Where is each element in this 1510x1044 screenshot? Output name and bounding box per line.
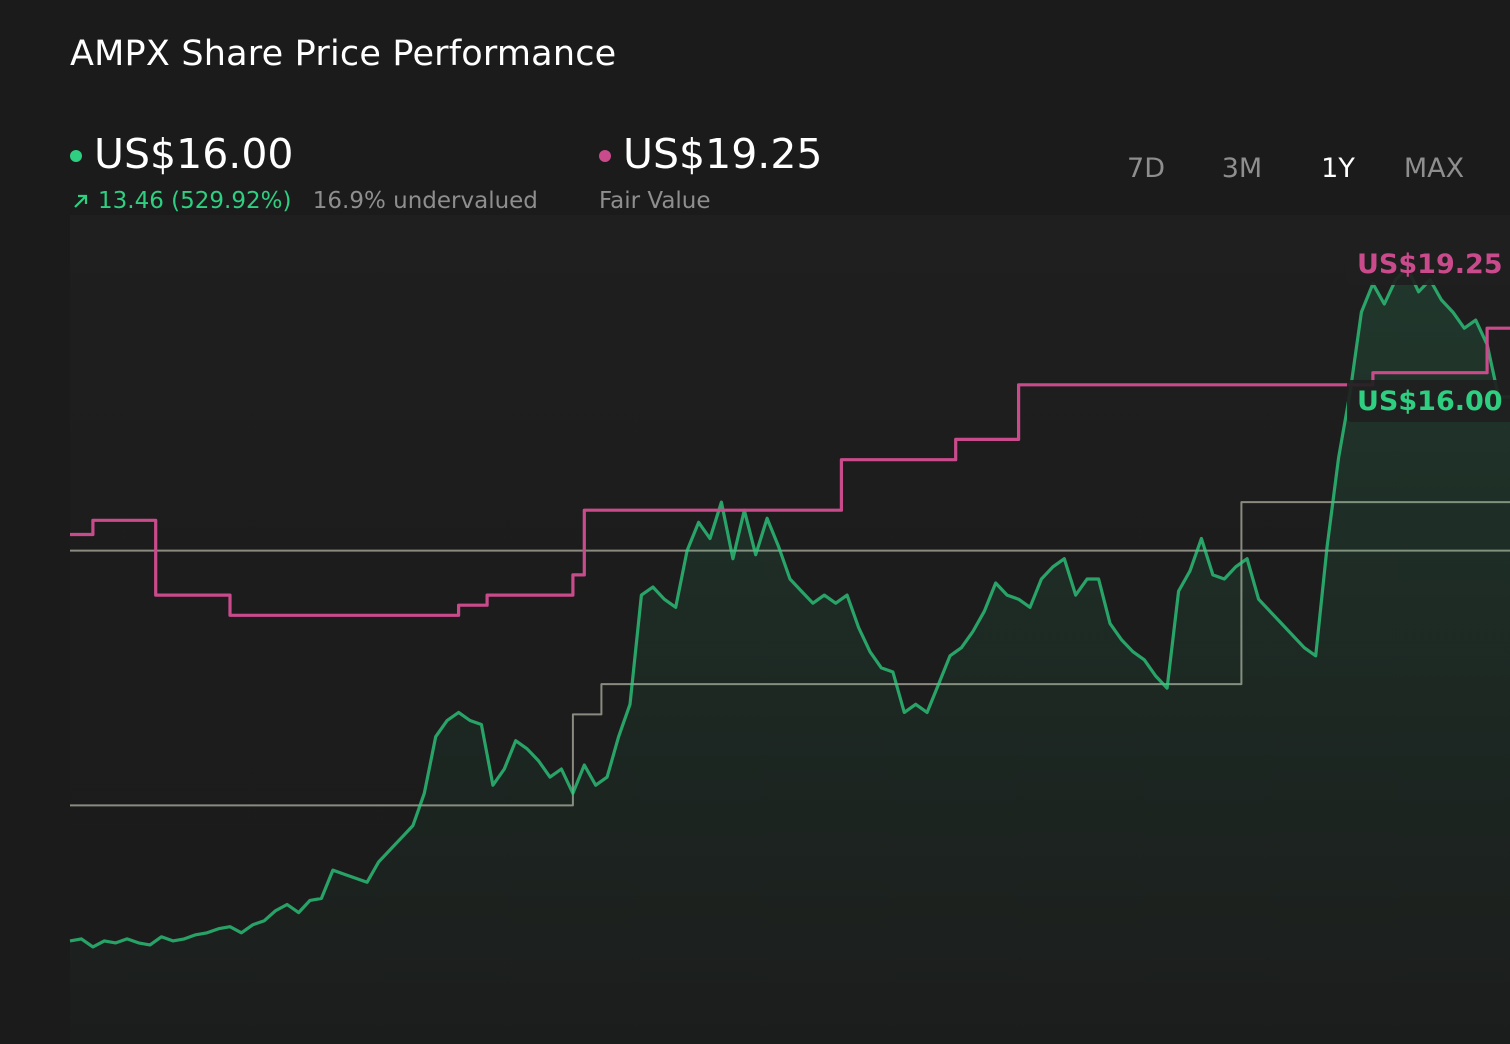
share-price-line — [69, 266, 1510, 949]
current-price: US$16.00 — [70, 130, 294, 178]
tag-label: US$16.00 — [1357, 386, 1503, 417]
valuation-status: 16.9% undervalued — [312, 188, 538, 214]
price-change-row: 13.46 (529.92%) 16.9% undervalued — [72, 188, 538, 214]
price-area-fill — [70, 267, 1510, 1044]
range-max-button[interactable]: MAX — [1403, 153, 1465, 184]
price-tag: US$16.00 — [1347, 380, 1510, 422]
page-title: AMPX Share Price Performance — [70, 34, 617, 74]
fair-value-tag: US$19.25 — [1347, 243, 1510, 285]
current-price-value: US$16.00 — [94, 130, 294, 178]
tag-label: US$19.25 — [1357, 249, 1503, 280]
arrow-up-right-icon — [74, 194, 88, 208]
range-7d-button[interactable]: 7D — [1127, 153, 1165, 184]
fair-value-line — [70, 326, 1510, 617]
fair-value-dot-icon — [599, 150, 611, 162]
tag-background — [1347, 243, 1510, 285]
range-3m-button[interactable]: 3M — [1221, 153, 1263, 184]
range-1y-button[interactable]: 1Y — [1321, 153, 1355, 184]
price-dot-icon — [70, 150, 82, 162]
fair-value-label: Fair Value — [599, 188, 711, 214]
fair-value: US$19.25 — [599, 130, 823, 178]
price-change: 13.46 (529.92%) — [98, 188, 292, 214]
time-range-selector: 7D 3M 1Y MAX — [1098, 153, 1482, 184]
tag-background — [1347, 380, 1510, 422]
fair-value-amount: US$19.25 — [623, 130, 823, 178]
